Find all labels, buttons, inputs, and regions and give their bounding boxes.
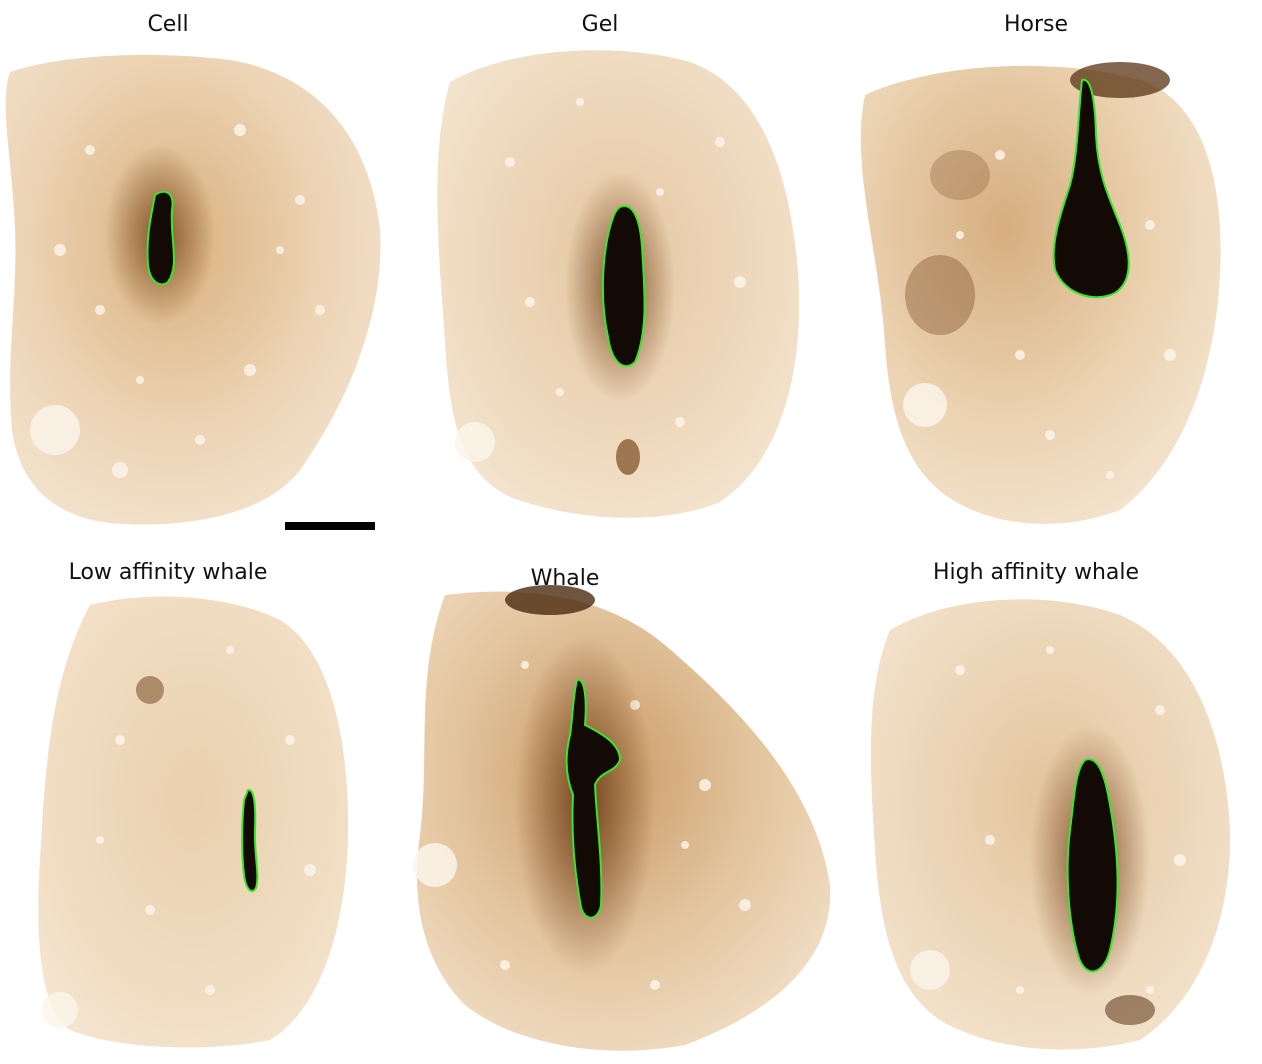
tissue-section-low-affinity-whale <box>38 596 349 1048</box>
scale-bar <box>285 522 375 530</box>
tissue-section-cell <box>5 54 381 525</box>
panel-title-gel: Gel <box>581 12 619 37</box>
tissue-section-high-affinity-whale <box>870 599 1231 1050</box>
panel-title-cell: Cell <box>147 12 189 37</box>
panel-title-horse: Horse <box>1003 12 1069 37</box>
panel-title-low-affinity-whale: Low affinity whale <box>68 560 268 585</box>
tissue-section-horse <box>860 62 1221 524</box>
tissue-section-gel <box>437 50 800 518</box>
tissue-section-whale <box>413 585 831 1051</box>
panel-title-high-affinity-whale: High affinity whale <box>932 560 1140 585</box>
